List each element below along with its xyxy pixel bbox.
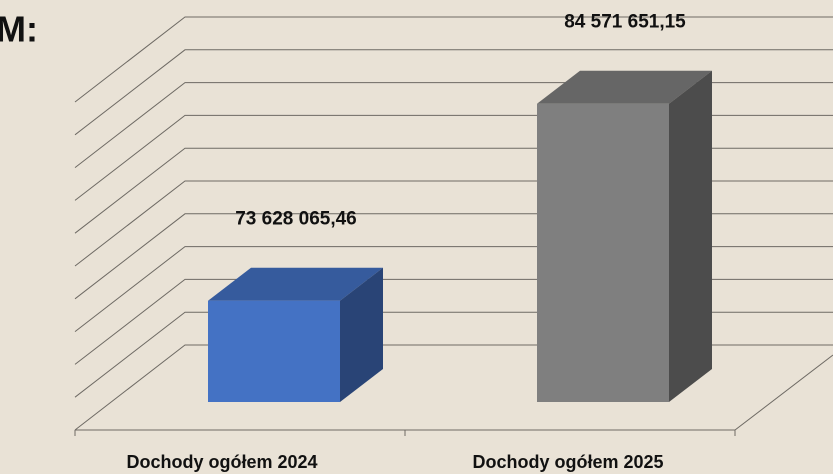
data-label: 73 628 065,46 [235, 209, 357, 230]
chart-title: M: [0, 9, 38, 50]
grid-line [74, 49, 833, 136]
bar-side [340, 267, 383, 402]
bar [208, 300, 340, 402]
data-label: 84 571 651,15 [564, 12, 686, 33]
bar-top [208, 267, 383, 301]
x-tick-label: Dochody ogółem 2024 [126, 452, 317, 472]
x-tick-label: Dochody ogółem 2025 [472, 452, 663, 472]
bar-top [537, 70, 712, 104]
grid-line [74, 16, 833, 103]
bar-side [669, 70, 712, 403]
bar [537, 103, 669, 403]
